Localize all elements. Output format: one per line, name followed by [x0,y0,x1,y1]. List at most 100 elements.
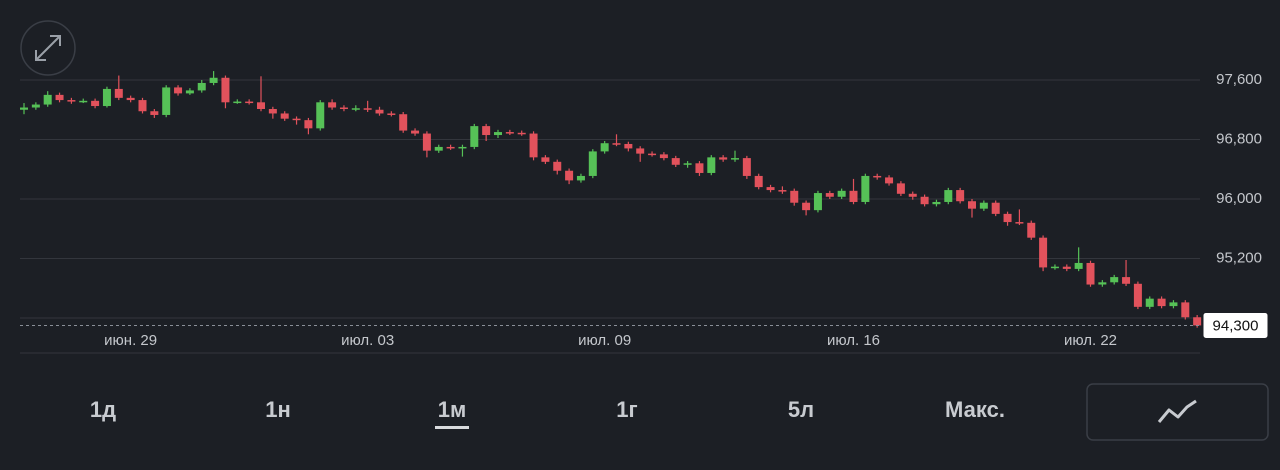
candle-body [79,100,88,103]
candle-body [600,143,609,152]
candle-body [126,97,135,101]
candle-body [944,190,953,202]
candle-body [742,158,751,176]
candle-body [576,175,585,181]
candle-body [446,146,455,149]
candle-body [731,158,739,160]
x-tick-label: июл. 09 [578,332,631,349]
candle-body [411,130,420,134]
range-button[interactable]: 1н [265,397,291,422]
range-underline [435,426,469,429]
range-button[interactable]: 1г [616,397,637,422]
candle-body [813,193,822,211]
candle-body [790,190,799,203]
candle-body [268,109,277,114]
candle-body [588,151,597,176]
x-tick-label: июл. 03 [341,332,394,349]
candle-body [1062,266,1071,269]
candle-body [245,101,254,104]
candle-body [517,132,526,135]
candle-body [636,148,645,154]
candle-body [968,201,976,209]
candle-body [849,190,858,202]
candle-body [1039,237,1048,268]
x-tick-label: июл. 16 [827,332,880,349]
candle-body [1015,222,1024,224]
candle-body [612,143,621,145]
candle-body [908,193,917,197]
range-button[interactable]: 1м [438,397,467,422]
expand-circle[interactable] [20,20,76,76]
candle-body [1157,298,1166,307]
candle-body [1122,277,1131,284]
candle-body [422,133,431,151]
candle-body [885,177,894,184]
candle-body [387,113,396,115]
candle-body [979,202,988,209]
range-button[interactable]: Макс. [945,397,1005,422]
candle-body [43,94,52,105]
expand-icon[interactable] [35,35,61,61]
candle-body [1003,213,1012,223]
range-button[interactable]: 5л [788,397,814,422]
candle-body [138,100,147,112]
candle-body [162,87,171,115]
candle-body [20,107,28,110]
candle-body [719,157,728,160]
candle-body [553,161,562,171]
candle-body [1110,277,1119,283]
candle-body [55,94,64,101]
candle-body [754,175,763,188]
candle-body [174,87,183,94]
candle-body [197,82,206,91]
candle-body [1133,283,1142,307]
candle-body [1098,282,1107,285]
x-tick-label: июл. 22 [1064,332,1117,349]
candle-body [837,190,846,197]
candle-body [470,126,479,147]
candle-body [695,163,704,173]
candle-body [707,157,716,173]
candle-body [1145,298,1154,307]
candle-body [185,90,194,94]
candle-body [861,175,870,202]
expand-button[interactable] [20,20,76,76]
candle-body [91,100,100,107]
range-button[interactable]: 1д [90,397,116,422]
candle-body [304,120,313,129]
candle-body [825,193,834,197]
candle-body [932,201,941,205]
last-price-label: 94,300 [1213,317,1259,334]
candle-body [956,190,965,202]
candle-body [1181,302,1190,318]
candle-body [209,77,218,83]
candle-body [529,133,538,158]
y-tick-label: 96,000 [1216,190,1262,207]
candle-body [292,118,301,121]
candle-body [102,88,111,107]
candle-body [257,102,265,110]
chart-type-frame[interactable] [1086,383,1269,441]
y-tick-label: 95,200 [1216,249,1262,266]
candle-body [363,108,372,110]
candle-body [150,111,159,115]
candle-body [802,202,811,211]
candle-body [648,153,657,156]
candle-body [624,143,633,149]
candle-body [873,175,882,178]
candle-body [482,126,491,136]
candle-body [280,113,289,119]
candle-body [494,132,502,136]
chart-type-button[interactable] [1086,383,1269,441]
candle-body [375,109,384,114]
candle-body [1074,262,1083,269]
chart-type-icon[interactable] [1157,399,1197,423]
candle-body [1086,262,1095,285]
candle-body [328,102,337,108]
candle-body [778,190,787,192]
candle-body [991,202,1000,214]
y-tick-label: 97,600 [1216,71,1262,88]
candle-body [1193,317,1202,326]
candle-body [541,157,550,162]
